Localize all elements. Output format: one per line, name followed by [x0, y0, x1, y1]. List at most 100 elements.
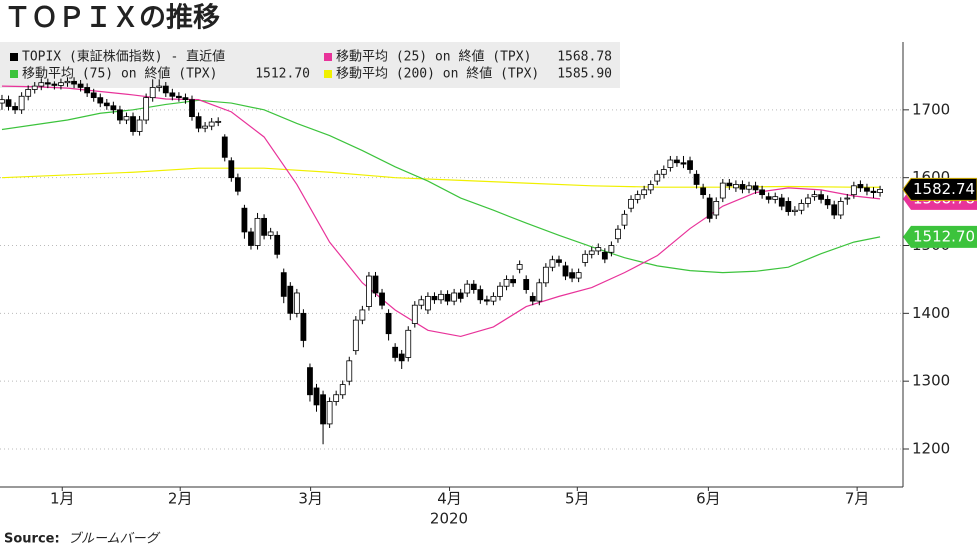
x-tick-label: 2月 [168, 490, 193, 508]
candle-body [182, 97, 189, 101]
candle-body [752, 185, 759, 191]
candle-body [143, 97, 150, 121]
chart-title: ＴＯＰＩＸの推移 [4, 3, 220, 34]
candle-body [542, 266, 549, 284]
candle-body [267, 231, 274, 236]
candle-body [693, 173, 700, 185]
candle-body [464, 283, 471, 294]
candle-body [366, 275, 372, 307]
candle-body [156, 85, 163, 88]
candle-body [850, 185, 857, 196]
candle-body [523, 279, 530, 290]
candle-body [746, 185, 752, 190]
candle-body [680, 162, 687, 165]
last-value-label: 1582.74 [913, 180, 975, 198]
legend-swatch [10, 70, 18, 78]
legend-label: 移動平均 (25) on 終値 (TPX) [336, 49, 531, 65]
candle-body [785, 201, 792, 212]
x-tick-label: 1月 [50, 490, 75, 508]
candle-body [457, 292, 464, 299]
candle-body [569, 272, 575, 279]
candle-body [490, 295, 497, 302]
candle-body [254, 217, 261, 246]
legend-swatch [324, 53, 332, 61]
x-tick-label: 4月 [437, 490, 462, 508]
candle-body [418, 299, 425, 306]
candle-body [5, 99, 12, 107]
candle-body [307, 367, 313, 396]
candle-body [359, 309, 366, 321]
candle-body [713, 201, 720, 216]
candle-body [864, 187, 870, 192]
candle-body [320, 394, 326, 425]
candle-body [195, 116, 202, 129]
candle-body [175, 95, 182, 99]
candle-body [510, 279, 516, 284]
candle-body [189, 99, 195, 118]
candle-body [280, 272, 287, 297]
y-tick-label: 1400 [912, 304, 950, 322]
legend-value: 1512.70 [255, 67, 310, 82]
moving-average-line [1, 99, 881, 274]
candle-body [215, 120, 222, 123]
legend-value: 1585.90 [557, 67, 612, 82]
candle-body [700, 187, 707, 196]
x-tick-label: 5月 [565, 490, 590, 508]
candle-body [431, 295, 438, 301]
candle-body [470, 283, 477, 290]
candle-body [221, 136, 228, 158]
candle-body [326, 401, 333, 425]
candle-body [805, 197, 811, 204]
candle-body [634, 194, 641, 200]
candle-body [556, 259, 562, 263]
legend-value: 1568.78 [557, 50, 612, 65]
candle-body [346, 360, 353, 382]
source: ブルームバーグ [68, 531, 161, 547]
candle-body [687, 160, 693, 170]
candle-body [477, 289, 484, 301]
candle-body [372, 275, 379, 294]
candle-body [739, 184, 746, 190]
candle-body [628, 198, 634, 209]
candle-body [411, 304, 418, 324]
candle-body [293, 292, 300, 314]
candle-body [31, 85, 38, 90]
y-tick-label: 1700 [912, 100, 950, 118]
candle-body [870, 190, 877, 193]
candle-body [248, 231, 254, 246]
candle-body [300, 312, 307, 341]
candle-body [77, 83, 84, 88]
last-value-box [902, 177, 977, 201]
candle-body [162, 85, 169, 94]
x-tick-label: 7月 [845, 490, 870, 508]
candle-body [90, 92, 97, 99]
last-value-box [903, 225, 977, 248]
candle-body [202, 125, 209, 129]
candle-body [451, 292, 458, 302]
legend-swatch [10, 53, 18, 61]
source-label: Source: [4, 532, 60, 547]
candle-body [837, 201, 844, 216]
candle-body [444, 293, 451, 302]
candle-body [425, 295, 431, 311]
candle-body [352, 319, 359, 352]
moving-average-line [1, 167, 881, 188]
candle-body [379, 292, 385, 306]
candle-body [12, 106, 18, 111]
candle-body [791, 209, 798, 212]
candle-body [660, 169, 667, 175]
candle-body [58, 82, 64, 86]
last-value-label: 1512.70 [913, 227, 975, 245]
candle-body [44, 82, 51, 85]
candle-body [313, 387, 320, 406]
candle-body [38, 82, 45, 87]
candle-body [824, 198, 831, 206]
candle-body [562, 265, 569, 277]
candle-body [621, 213, 628, 226]
candle-body [536, 282, 543, 302]
candle-body [765, 196, 772, 200]
candle-body [136, 119, 143, 132]
candle-body [483, 299, 490, 302]
candle-body [123, 116, 130, 121]
